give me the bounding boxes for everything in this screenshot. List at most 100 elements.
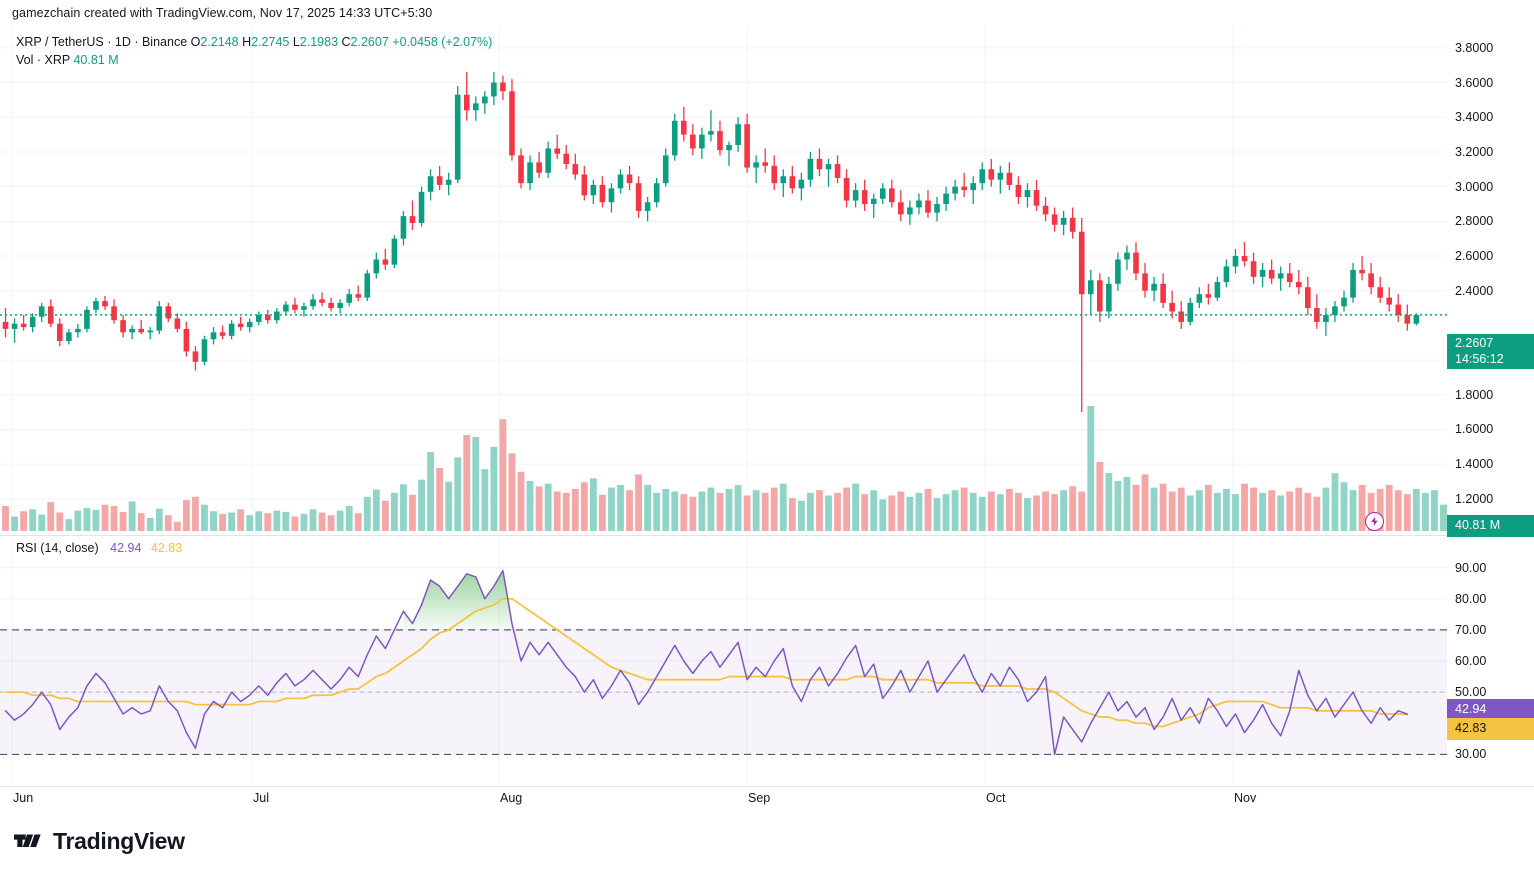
volume-badge-value: 40.81 M (1455, 518, 1501, 532)
candle-body (527, 162, 533, 184)
candle-body (310, 299, 316, 307)
candle-body (1178, 311, 1185, 322)
volume-bar (1241, 483, 1248, 531)
candle-body (210, 332, 217, 340)
volume-bar (354, 513, 362, 531)
volume-bar (1277, 495, 1285, 531)
volume-bar (1204, 484, 1212, 531)
price-axis-tick: 3.0000 (1455, 179, 1494, 194)
footer-branding[interactable]: TradingView (14, 828, 185, 855)
volume-bar (1087, 406, 1095, 531)
rsi-ma-line (4, 597, 1409, 728)
candle-body (20, 323, 27, 328)
volume-bar (580, 482, 588, 531)
volume-bar (1186, 495, 1194, 531)
candle-body (454, 94, 461, 180)
candle-body (472, 103, 479, 111)
candle-body (1268, 269, 1275, 279)
candle-body (635, 183, 642, 211)
candle-body (93, 301, 99, 310)
time-axis-tick: Oct (986, 791, 1006, 805)
volume-bar (1250, 487, 1257, 531)
price-axis-tick: 3.4000 (1455, 110, 1494, 125)
volume-bar (743, 495, 751, 531)
candle-body (147, 330, 154, 333)
candle-body (1033, 190, 1040, 206)
volume-bar (644, 484, 652, 531)
candle-body (898, 202, 904, 215)
volume-bar (1232, 494, 1239, 531)
candle-body (988, 169, 995, 180)
volume-bar (11, 516, 18, 531)
candle-body (870, 198, 877, 204)
price-axis-tick: 2.4000 (1455, 283, 1494, 298)
candle-body (1277, 273, 1284, 279)
candle-body (382, 259, 389, 265)
volume-bar (1367, 492, 1375, 531)
candle-body (572, 164, 579, 175)
candlestick-series (0, 72, 1447, 413)
volume-bar (1358, 484, 1366, 531)
volume-bar (807, 492, 814, 531)
price-scale[interactable]: 3.8000 3.6000 3.4000 3.2000 3.0000 2.8000 2.60… (1447, 26, 1534, 786)
rsi-line (4, 569, 1409, 756)
volume-bar (300, 513, 308, 531)
rsi-axis-tick: 60.00 (1455, 654, 1487, 668)
chart-canvas[interactable] (0, 26, 1447, 786)
candle-body (961, 186, 967, 191)
candle-body (463, 94, 470, 111)
time-scale[interactable]: Jun Jul Aug Sep Oct Nov (0, 786, 1534, 812)
candle-body (671, 120, 678, 156)
candle-body (690, 134, 696, 149)
volume-bar (761, 492, 769, 531)
volume-bar (228, 512, 236, 531)
lightning-bolt-icon[interactable] (1365, 512, 1384, 531)
time-axis-tick: Sep (748, 791, 771, 805)
volume-bar (960, 487, 968, 531)
candle-body (798, 179, 805, 189)
candle-body (129, 328, 135, 333)
candle-body (156, 306, 163, 331)
volume-bar (463, 434, 471, 531)
volume-bar (264, 513, 272, 531)
candle-body (1187, 302, 1194, 322)
candle-body (1124, 252, 1130, 260)
time-axis-tick: Nov (1234, 791, 1257, 805)
volume-bar (155, 508, 163, 531)
volume-bar (128, 501, 136, 531)
candle-body (1151, 283, 1157, 291)
volume-bar (282, 511, 290, 531)
price-axis-tick: 3.2000 (1455, 144, 1494, 159)
volume-bar (119, 511, 127, 531)
candle-body (943, 193, 949, 204)
candle-body (762, 162, 769, 166)
volume-bar (246, 515, 254, 531)
candle-body (861, 190, 868, 204)
candle-body (337, 302, 343, 309)
candle-body (427, 176, 434, 192)
candle-body (301, 306, 307, 310)
candle-body (1006, 172, 1013, 185)
volume-bar (996, 494, 1004, 531)
candle-body (165, 306, 172, 319)
volume-bar (1060, 490, 1068, 531)
volume-bar (173, 521, 181, 531)
candle-body (1413, 314, 1420, 324)
time-axis-tick: Jul (253, 791, 269, 805)
volume-bar (65, 519, 73, 531)
price-badge-time: 14:56:12 (1455, 351, 1504, 366)
volume-bar (101, 504, 109, 531)
volume-bar (599, 494, 606, 531)
candle-body (979, 169, 986, 184)
volume-bar (1349, 490, 1357, 531)
volume-bar (210, 511, 217, 531)
rsi-series (0, 569, 1447, 756)
volume-bar (779, 483, 787, 531)
volume-bar (291, 516, 299, 531)
candle-body (228, 323, 235, 336)
volume-bar (192, 496, 199, 531)
rsi-legend[interactable]: RSI (14, close) 42.94 42.83 (16, 541, 182, 555)
price-axis-tick: 2.6000 (1455, 249, 1494, 264)
candle-body (1042, 205, 1049, 215)
candle-body (852, 190, 859, 201)
